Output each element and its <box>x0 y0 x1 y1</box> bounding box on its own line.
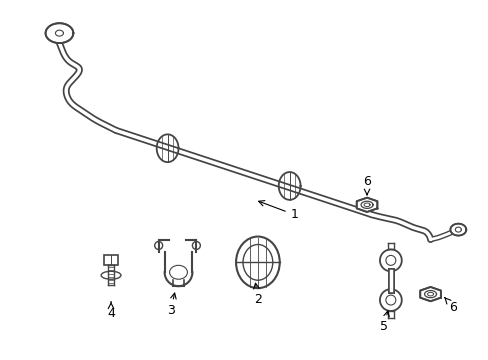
Text: 6: 6 <box>363 175 370 195</box>
Text: 5: 5 <box>379 311 388 333</box>
Polygon shape <box>356 198 377 212</box>
Text: 6: 6 <box>444 298 456 314</box>
Text: 3: 3 <box>166 293 176 318</box>
Polygon shape <box>449 224 466 235</box>
Polygon shape <box>45 23 73 43</box>
Polygon shape <box>419 287 440 301</box>
Circle shape <box>379 249 401 271</box>
Text: 2: 2 <box>253 283 261 306</box>
Text: 4: 4 <box>107 302 115 320</box>
Circle shape <box>379 289 401 311</box>
Text: 1: 1 <box>258 201 298 221</box>
Ellipse shape <box>236 237 279 288</box>
